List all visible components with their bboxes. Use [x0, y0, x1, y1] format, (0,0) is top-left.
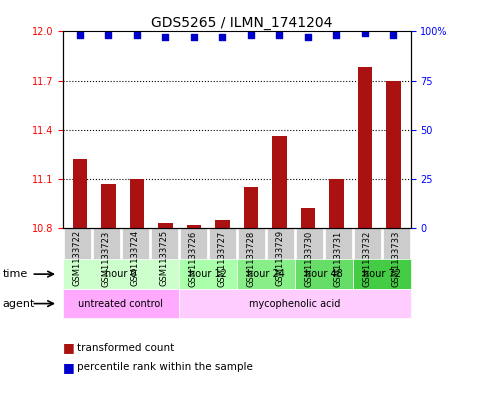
- Point: [190, 34, 198, 40]
- Text: hour 0: hour 0: [105, 269, 137, 279]
- Text: mycophenolic acid: mycophenolic acid: [249, 299, 341, 309]
- Text: GSM1133725: GSM1133725: [160, 230, 169, 286]
- Point: [276, 32, 284, 39]
- Bar: [272, 136, 286, 228]
- Point: [76, 32, 84, 39]
- Text: GSM1133732: GSM1133732: [363, 230, 371, 286]
- Text: transformed count: transformed count: [77, 343, 174, 353]
- Text: hour 12: hour 12: [189, 269, 227, 279]
- Point: [104, 32, 112, 39]
- Bar: [358, 68, 372, 228]
- Text: hour 24: hour 24: [247, 269, 284, 279]
- Text: GSM1133723: GSM1133723: [102, 230, 111, 286]
- Text: GDS5265 / ILMN_1741204: GDS5265 / ILMN_1741204: [151, 16, 332, 30]
- Text: GSM1133728: GSM1133728: [247, 230, 256, 286]
- Text: ■: ■: [63, 361, 74, 374]
- Text: hour 48: hour 48: [305, 269, 342, 279]
- Text: GSM1133730: GSM1133730: [305, 230, 313, 286]
- Text: time: time: [2, 269, 28, 279]
- Text: ■: ■: [63, 341, 74, 354]
- Text: GSM1133724: GSM1133724: [131, 230, 140, 286]
- Bar: [158, 223, 172, 228]
- Bar: [73, 159, 87, 228]
- Bar: [187, 225, 201, 228]
- Point: [247, 32, 255, 39]
- Text: agent: agent: [2, 299, 35, 309]
- Bar: [301, 208, 315, 228]
- Text: GSM1133726: GSM1133726: [189, 230, 198, 286]
- Bar: [130, 179, 144, 228]
- Text: GSM1133731: GSM1133731: [334, 230, 342, 286]
- Bar: [244, 187, 258, 228]
- Point: [361, 30, 369, 37]
- Bar: [329, 179, 343, 228]
- Point: [390, 32, 398, 39]
- Text: GSM1133727: GSM1133727: [218, 230, 227, 286]
- Text: GSM1133722: GSM1133722: [73, 230, 82, 286]
- Text: GSM1133729: GSM1133729: [276, 230, 284, 286]
- Point: [218, 34, 226, 40]
- Bar: [386, 81, 400, 228]
- Point: [161, 34, 169, 40]
- Bar: [215, 220, 229, 228]
- Point: [333, 32, 341, 39]
- Point: [304, 34, 312, 40]
- Text: percentile rank within the sample: percentile rank within the sample: [77, 362, 253, 373]
- Text: untreated control: untreated control: [78, 299, 163, 309]
- Text: hour 72: hour 72: [363, 269, 400, 279]
- Text: GSM1133733: GSM1133733: [392, 230, 400, 286]
- Point: [133, 32, 141, 39]
- Bar: [101, 184, 115, 228]
